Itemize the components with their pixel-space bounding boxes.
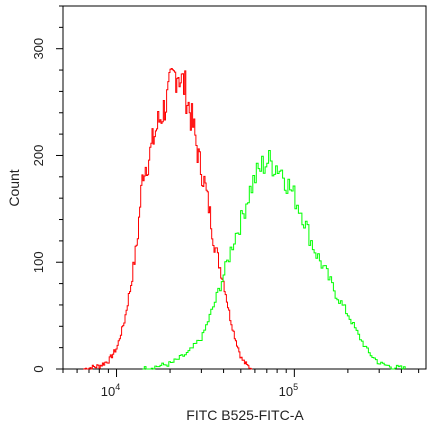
y-tick-label: 300 xyxy=(31,38,46,60)
histogram-series-1 xyxy=(83,68,253,370)
x-axis-title: FITC B525-FITC-A xyxy=(186,407,304,423)
y-tick-label: 200 xyxy=(31,145,46,167)
y-axis: 0 100 200 300 xyxy=(31,5,63,373)
histogram-series-2 xyxy=(142,150,406,370)
series-layer xyxy=(83,68,406,370)
x-tick-label: 104 xyxy=(101,382,120,399)
x-axis: 104 105 xyxy=(62,369,420,399)
y-tick-label: 100 xyxy=(31,251,46,273)
y-tick-label: 0 xyxy=(31,365,46,372)
x-tick-label: 105 xyxy=(279,382,298,399)
y-axis-title: Count xyxy=(6,169,22,206)
plot-frame xyxy=(62,5,427,370)
